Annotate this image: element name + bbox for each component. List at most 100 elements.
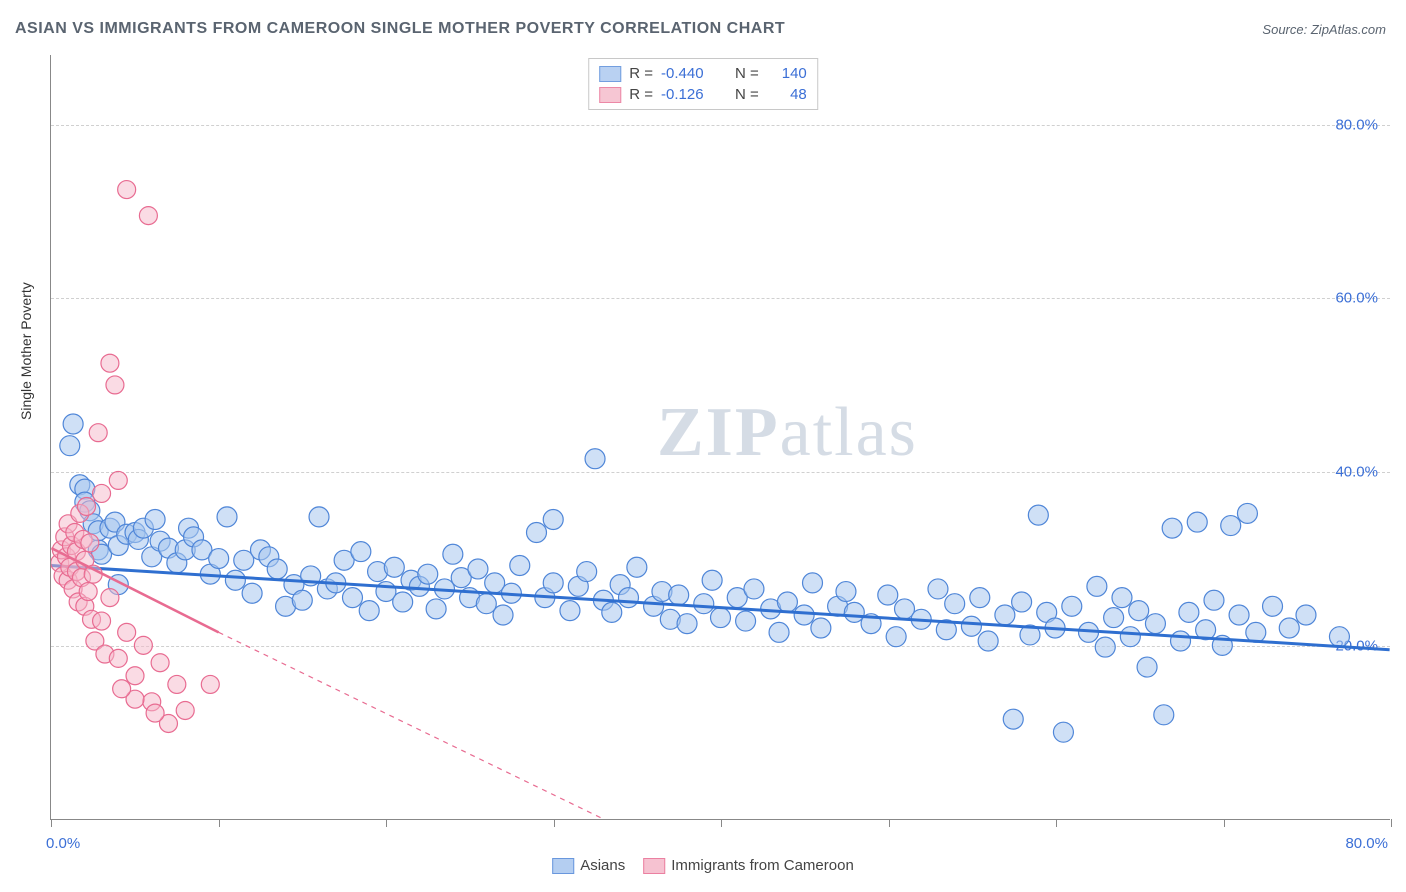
- data-point: [543, 573, 563, 593]
- x-tick-end: 80.0%: [1345, 835, 1388, 852]
- legend-series-label: Immigrants from Cameroon: [671, 857, 854, 874]
- data-point: [351, 542, 371, 562]
- data-point: [384, 557, 404, 577]
- data-point: [292, 590, 312, 610]
- data-point: [139, 207, 157, 225]
- data-point: [702, 570, 722, 590]
- data-point: [145, 509, 165, 529]
- data-point: [1296, 605, 1316, 625]
- legend-series-label: Asians: [580, 857, 625, 874]
- data-point: [1003, 709, 1023, 729]
- data-point: [1137, 657, 1157, 677]
- x-tick: [51, 819, 52, 827]
- data-point: [1145, 614, 1165, 634]
- data-point: [543, 509, 563, 529]
- x-tick: [219, 819, 220, 827]
- legend-stat-row: R =-0.126N =48: [599, 84, 807, 105]
- data-point: [970, 588, 990, 608]
- chart-title: ASIAN VS IMMIGRANTS FROM CAMEROON SINGLE…: [15, 20, 785, 38]
- n-value: 140: [767, 65, 807, 82]
- source-attribution: Source: ZipAtlas.com: [1262, 22, 1386, 37]
- legend-series: Asians Immigrants from Cameroon: [552, 857, 854, 874]
- data-point: [627, 557, 647, 577]
- data-point: [602, 602, 622, 622]
- data-point: [1087, 576, 1107, 596]
- data-point: [1246, 622, 1266, 642]
- data-point: [736, 611, 756, 631]
- data-point: [1154, 705, 1174, 725]
- data-point: [928, 579, 948, 599]
- data-point: [101, 589, 119, 607]
- data-point: [1095, 637, 1115, 657]
- x-tick: [1056, 819, 1057, 827]
- data-point: [393, 592, 413, 612]
- x-tick-start: 0.0%: [46, 835, 80, 852]
- data-point: [961, 616, 981, 636]
- data-point: [89, 424, 107, 442]
- data-point: [1120, 627, 1140, 647]
- x-tick: [889, 819, 890, 827]
- data-point: [209, 549, 229, 569]
- n-label: N =: [735, 65, 759, 82]
- data-point: [242, 583, 262, 603]
- data-point: [134, 636, 152, 654]
- legend-series-item: Asians: [552, 857, 625, 874]
- data-point: [309, 507, 329, 527]
- data-point: [101, 354, 119, 372]
- legend-swatch: [599, 66, 621, 82]
- data-point: [217, 507, 237, 527]
- data-point: [560, 601, 580, 621]
- data-point: [93, 612, 111, 630]
- legend-swatch: [643, 858, 665, 874]
- data-point: [1237, 503, 1257, 523]
- data-point: [777, 592, 797, 612]
- data-point: [1279, 618, 1299, 638]
- data-point: [1187, 512, 1207, 532]
- data-point: [886, 627, 906, 647]
- data-point: [81, 534, 99, 552]
- data-point: [527, 523, 547, 543]
- data-point: [585, 449, 605, 469]
- data-point: [109, 649, 127, 667]
- data-point: [995, 605, 1015, 625]
- data-point: [619, 588, 639, 608]
- data-point: [151, 654, 169, 672]
- data-point: [476, 594, 496, 614]
- data-point: [118, 181, 136, 199]
- data-point: [493, 605, 513, 625]
- data-point: [669, 585, 689, 605]
- data-point: [79, 583, 97, 601]
- data-point: [878, 585, 898, 605]
- data-point: [1028, 505, 1048, 525]
- legend-swatch: [599, 87, 621, 103]
- r-value: -0.126: [661, 86, 721, 103]
- legend-stat-row: R =-0.440N =140: [599, 63, 807, 84]
- data-point: [510, 556, 530, 576]
- data-point: [836, 582, 856, 602]
- data-point: [803, 573, 823, 593]
- data-point: [1129, 601, 1149, 621]
- chart-svg: [51, 55, 1390, 819]
- data-point: [811, 618, 831, 638]
- r-label: R =: [629, 86, 653, 103]
- data-point: [794, 605, 814, 625]
- x-tick: [554, 819, 555, 827]
- data-point: [60, 436, 80, 456]
- data-point: [109, 471, 127, 489]
- data-point: [1112, 588, 1132, 608]
- trend-line-extension: [219, 632, 604, 819]
- data-point: [1221, 516, 1241, 536]
- data-point: [945, 594, 965, 614]
- legend-swatch: [552, 858, 574, 874]
- data-point: [744, 579, 764, 599]
- data-point: [359, 601, 379, 621]
- data-point: [176, 701, 194, 719]
- data-point: [1329, 627, 1349, 647]
- data-point: [711, 608, 731, 628]
- r-value: -0.440: [661, 65, 721, 82]
- data-point: [468, 559, 488, 579]
- data-point: [426, 599, 446, 619]
- legend-stats: R =-0.440N =140R =-0.126N =48: [588, 58, 818, 110]
- data-point: [1204, 590, 1224, 610]
- data-point: [342, 588, 362, 608]
